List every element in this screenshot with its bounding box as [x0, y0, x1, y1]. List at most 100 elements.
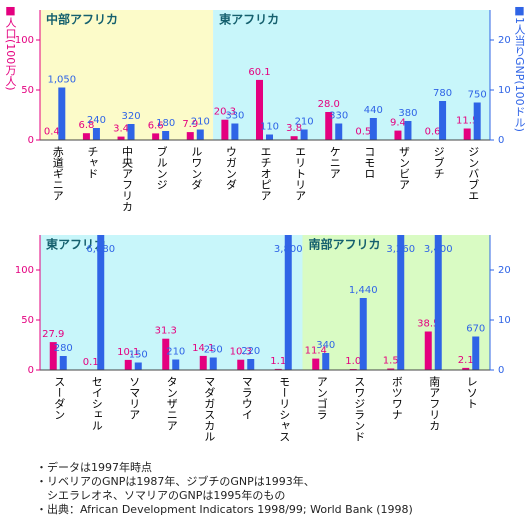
y-tick-label: 100 — [15, 35, 34, 46]
bar — [209, 357, 217, 370]
bar — [92, 128, 100, 140]
x-tick-label: コモロ — [363, 146, 376, 179]
data-label: 38.5 — [417, 319, 439, 330]
bar — [256, 79, 263, 140]
region-label: 南部アフリカ — [309, 237, 381, 252]
data-label: 11.5 — [456, 116, 478, 127]
bar — [49, 342, 57, 370]
data-label: 27.9 — [42, 329, 64, 340]
x-tick-label: チャド — [86, 146, 99, 179]
region-background — [40, 10, 214, 140]
bar — [58, 87, 66, 140]
data-label: 210 — [191, 117, 210, 128]
bar — [196, 129, 204, 140]
bar — [387, 368, 395, 370]
bar — [199, 355, 207, 370]
data-label: 150 — [129, 350, 148, 361]
x-tick-label: ボツワナ — [390, 376, 403, 420]
data-label: 3,800 — [274, 244, 303, 255]
data-label: 9.4 — [390, 118, 406, 129]
data-label: 3,400 — [424, 244, 453, 255]
x-tick-label: ソマリア — [128, 376, 141, 420]
y-tick-label: 50 — [21, 315, 34, 326]
data-label: 670 — [466, 324, 485, 335]
bar — [221, 119, 229, 140]
x-tick-label: ザンビア — [397, 146, 410, 190]
bar — [134, 362, 142, 370]
y2-tick-label: 10 — [498, 85, 511, 96]
bar — [117, 136, 125, 140]
bar — [127, 124, 135, 140]
data-label: 780 — [433, 88, 452, 99]
data-label: 440 — [364, 105, 383, 116]
data-label: 3.4 — [113, 124, 129, 135]
data-label: 280 — [54, 343, 73, 354]
x-tick-label: エリトリア — [294, 146, 307, 201]
y2-axis-label: ■1人当りGNP(100ドル) — [513, 4, 526, 132]
data-label: 0.1 — [83, 357, 99, 368]
bar — [162, 338, 170, 370]
x-tick-label: ウガンダ — [224, 146, 237, 190]
data-label: 380 — [398, 108, 417, 119]
bar — [124, 359, 132, 370]
data-label: 330 — [225, 111, 244, 122]
data-label: 320 — [121, 111, 140, 122]
data-label: 10.1 — [117, 347, 139, 358]
data-label: 6.6 — [148, 120, 164, 131]
x-tick-label: ルワンダ — [190, 146, 203, 190]
x-tick-label: スワジランド — [353, 376, 366, 442]
x-tick-label: スーダン — [53, 376, 66, 420]
bar — [359, 298, 367, 370]
region-label: 中部アフリカ — [46, 12, 118, 27]
footnote: ・出典：African Development Indicators 1998/… — [36, 502, 413, 516]
footnote: ・リベリアのGNPは1987年、ジブチのGNPは1993年、 — [36, 474, 315, 488]
data-label: 210 — [295, 117, 314, 128]
region-label: 東アフリカ — [219, 12, 279, 27]
data-label: 210 — [166, 347, 185, 358]
data-label: 220 — [241, 346, 260, 357]
data-label: 330 — [329, 111, 348, 122]
y-tick-label: 0 — [28, 135, 34, 146]
y2-tick-label: 20 — [498, 35, 511, 46]
data-label: 11.4 — [305, 346, 327, 357]
x-tick-label: ケニア — [328, 146, 341, 179]
x-tick-label: 南アフリカ — [428, 376, 441, 431]
data-label: 14.1 — [192, 343, 214, 354]
y2-tick-label: 20 — [498, 265, 511, 276]
bar — [312, 358, 320, 370]
bar — [325, 112, 333, 140]
bar — [162, 131, 170, 140]
bar — [404, 121, 412, 140]
x-tick-label: マダガスカル — [203, 376, 216, 442]
region-background — [40, 235, 303, 370]
data-label: 1.5 — [383, 356, 399, 367]
bar — [439, 101, 447, 140]
bar — [266, 134, 273, 140]
data-label: 0.6 — [425, 126, 441, 137]
y-tick-label: 50 — [21, 85, 34, 96]
bar — [59, 356, 67, 370]
bar — [186, 132, 194, 140]
bar — [473, 102, 481, 140]
x-tick-label: レソト — [465, 376, 478, 409]
data-label: 31.3 — [155, 326, 177, 337]
bar — [462, 367, 470, 370]
x-tick-label: ジンバブエ — [467, 146, 480, 201]
data-label: 60.1 — [248, 67, 270, 78]
bar — [284, 235, 292, 370]
bar — [231, 123, 239, 140]
data-label: 10.3 — [230, 347, 252, 358]
x-tick-label: モーリシャス — [278, 376, 291, 442]
bar — [97, 235, 105, 370]
bar — [172, 359, 180, 370]
region-background — [302, 235, 490, 370]
data-label: 3,260 — [386, 244, 415, 255]
bar — [300, 129, 308, 140]
x-tick-label: エチオピア — [259, 146, 272, 201]
data-label: 7.9 — [182, 119, 198, 130]
data-label: 1.0 — [345, 356, 361, 367]
bar — [322, 353, 330, 370]
data-label: 180 — [156, 118, 175, 129]
footnote: ・データは1997年時点 — [36, 460, 152, 474]
